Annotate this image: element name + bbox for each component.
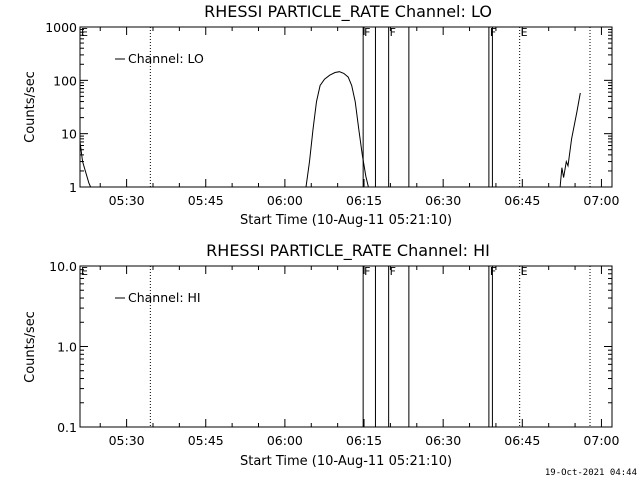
- hi-y-tick-label: 10.0: [49, 259, 77, 274]
- hi-flag-label: E: [81, 265, 88, 278]
- hi-x-tick-label: 06:30: [425, 433, 461, 448]
- hi-x-tick-label: 06:00: [267, 433, 303, 448]
- hi-y-tick-label: 0.1: [57, 420, 77, 435]
- footer-timestamp: 19-Oct-2021 04:44: [545, 468, 637, 478]
- lo-series-line: [79, 141, 92, 188]
- lo-x-tick-label: 06:45: [504, 193, 540, 208]
- lo-flag-label: F: [490, 26, 496, 39]
- hi-x-tick-label: 05:30: [109, 433, 145, 448]
- lo-x-tick-label: 07:00: [583, 193, 619, 208]
- hi-x-axis-label: Start Time (10-Aug-11 05:21:10): [240, 454, 452, 469]
- lo-series-line: [305, 71, 369, 188]
- lo-x-tick-label: 05:45: [188, 193, 224, 208]
- lo-y-tick-label: 1000: [45, 20, 77, 35]
- lo-y-tick-label: 100: [53, 73, 77, 88]
- lo-y-tick-label: 1: [69, 180, 77, 195]
- lo-series-line: [559, 92, 581, 188]
- lo-flag-label: E: [81, 26, 88, 39]
- lo-title: RHESSI PARTICLE_RATE Channel: LO: [204, 2, 492, 22]
- hi-flag-label: F: [490, 265, 496, 278]
- lo-x-tick-label: 06:30: [425, 193, 461, 208]
- hi-y-axis-label: Counts/sec: [23, 311, 38, 383]
- lo-flag-label: F: [364, 26, 370, 39]
- lo-flag-label: F: [390, 26, 396, 39]
- lo-flag-label: E: [521, 26, 528, 39]
- hi-x-tick-label: 07:00: [583, 433, 619, 448]
- hi-flag-label: E: [521, 265, 528, 278]
- lo-x-tick-label: 06:15: [346, 193, 382, 208]
- lo-legend-label: Channel: LO: [128, 51, 204, 66]
- hi-flag-label: F: [390, 265, 396, 278]
- lo-y-tick-label: 10: [61, 127, 77, 142]
- lo-plot-frame: [79, 26, 613, 188]
- hi-legend-label: Channel: HI: [128, 290, 201, 305]
- hi-flag-label: F: [364, 265, 370, 278]
- lo-x-tick-label: 06:00: [267, 193, 303, 208]
- lo-panel: RHESSI PARTICLE_RATE Channel: LO Counts/…: [23, 2, 620, 228]
- lo-x-tick-label: 05:30: [109, 193, 145, 208]
- lo-y-axis-label: Counts/sec: [23, 71, 38, 143]
- hi-x-tick-label: 05:45: [188, 433, 224, 448]
- hi-panel: RHESSI PARTICLE_RATE Channel: HI Counts/…: [23, 241, 620, 469]
- hi-x-tick-label: 06:45: [504, 433, 540, 448]
- hi-title: RHESSI PARTICLE_RATE Channel: HI: [206, 241, 490, 261]
- hi-x-tick-label: 06:15: [346, 433, 382, 448]
- hi-y-tick-label: 1.0: [57, 340, 77, 355]
- lo-x-axis-label: Start Time (10-Aug-11 05:21:10): [240, 213, 452, 228]
